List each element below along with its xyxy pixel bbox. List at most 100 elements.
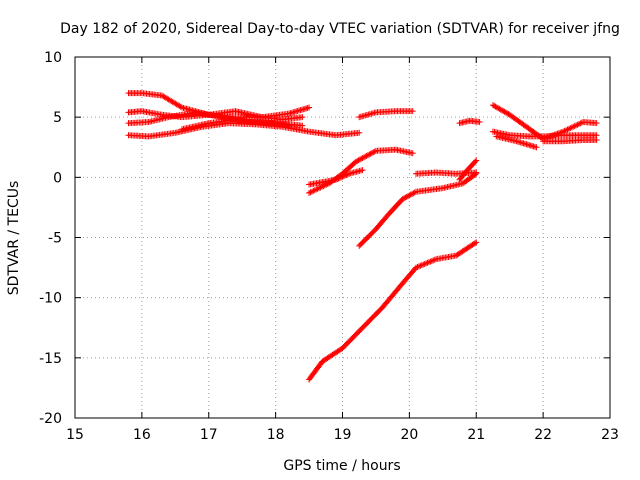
grid-lines [75, 57, 610, 418]
data-point [402, 194, 409, 201]
series-track-13 [306, 239, 480, 383]
data-point [323, 181, 330, 188]
data-point [472, 158, 479, 165]
data-point [359, 155, 366, 162]
series-track-9 [356, 170, 480, 249]
series-track-11 [456, 157, 480, 183]
data-point [320, 183, 327, 190]
data-point [407, 191, 414, 198]
data-point [573, 122, 580, 129]
data-point [491, 102, 498, 109]
data-point [299, 114, 306, 121]
axis-ticks [74, 56, 611, 419]
x-tick-label: 15 [66, 427, 84, 443]
x-tick-label: 16 [133, 427, 151, 443]
data-point [428, 257, 435, 264]
data-point [306, 189, 313, 196]
x-tick-label: 19 [334, 427, 352, 443]
data-point [593, 137, 600, 144]
data-point [316, 185, 323, 192]
data-point [413, 264, 420, 271]
data-point [314, 185, 321, 192]
data-point [430, 257, 437, 264]
data-point [409, 150, 416, 157]
data-point [501, 108, 508, 115]
x-tick-label: 22 [534, 427, 552, 443]
data-point [307, 189, 314, 196]
series-track-7 [306, 146, 416, 196]
data-point [406, 192, 413, 199]
data-point [568, 124, 575, 131]
data-point [410, 190, 417, 197]
data-point [399, 195, 406, 202]
data-markers [125, 90, 600, 383]
data-point [367, 150, 374, 157]
data-point [409, 190, 416, 197]
x-tick-label: 17 [200, 427, 218, 443]
y-tick-label: -10 [39, 291, 62, 307]
data-point [362, 153, 369, 160]
data-point [567, 125, 574, 132]
series-track-5 [179, 116, 292, 133]
data-point [473, 169, 480, 176]
data-point [425, 259, 432, 266]
y-tick-labels: -20 -15 -10 -5 0 5 10 [39, 50, 62, 427]
data-point [306, 104, 313, 111]
data-point [420, 261, 427, 268]
series-track-17 [540, 137, 600, 145]
data-point [354, 157, 361, 164]
x-tick-label: 21 [467, 427, 485, 443]
x-tick-label: 20 [400, 427, 418, 443]
data-point [577, 120, 584, 127]
x-tick-label: 18 [267, 427, 285, 443]
data-point [415, 263, 422, 270]
data-point [177, 103, 184, 110]
data-point [593, 120, 600, 127]
data-point [356, 156, 363, 163]
series-track-10 [413, 169, 480, 177]
data-point [355, 157, 362, 164]
y-tick-label: 10 [44, 50, 62, 66]
data-point [500, 108, 507, 115]
data-point [344, 171, 351, 178]
data-point [565, 125, 572, 132]
x-axis-label: GPS time / hours [283, 458, 400, 474]
chart-title: Day 182 of 2020, Sidereal Day-to-day VTE… [60, 21, 620, 37]
data-point [370, 149, 377, 156]
series-track-8 [356, 108, 416, 121]
data-point [366, 151, 373, 158]
data-point [502, 109, 509, 116]
data-point [427, 258, 434, 265]
data-point [358, 155, 365, 162]
x-tick-label: 23 [601, 427, 619, 443]
data-point [418, 262, 425, 269]
y-tick-label: -5 [48, 231, 62, 247]
data-point [356, 129, 363, 136]
data-point [409, 108, 416, 115]
data-point [476, 118, 483, 125]
y-tick-label: -15 [39, 351, 62, 367]
data-point [493, 104, 500, 111]
data-point [473, 157, 480, 164]
data-point [411, 189, 418, 196]
data-point [504, 110, 511, 117]
data-point [401, 195, 408, 202]
y-tick-label: 5 [53, 110, 62, 126]
series-track-12 [456, 117, 483, 127]
data-point [497, 106, 504, 113]
data-point [414, 263, 421, 270]
data-point [286, 122, 292, 129]
data-point [371, 148, 378, 155]
data-point [489, 102, 496, 109]
data-point [403, 193, 410, 200]
data-point [421, 260, 428, 267]
data-point [424, 259, 431, 266]
y-axis-label: SDTVAR / TECUs [6, 181, 22, 296]
data-point [318, 183, 325, 190]
data-point [473, 239, 480, 246]
data-point [495, 105, 502, 112]
data-point [317, 184, 324, 191]
data-point [417, 262, 424, 269]
data-point [471, 240, 478, 247]
